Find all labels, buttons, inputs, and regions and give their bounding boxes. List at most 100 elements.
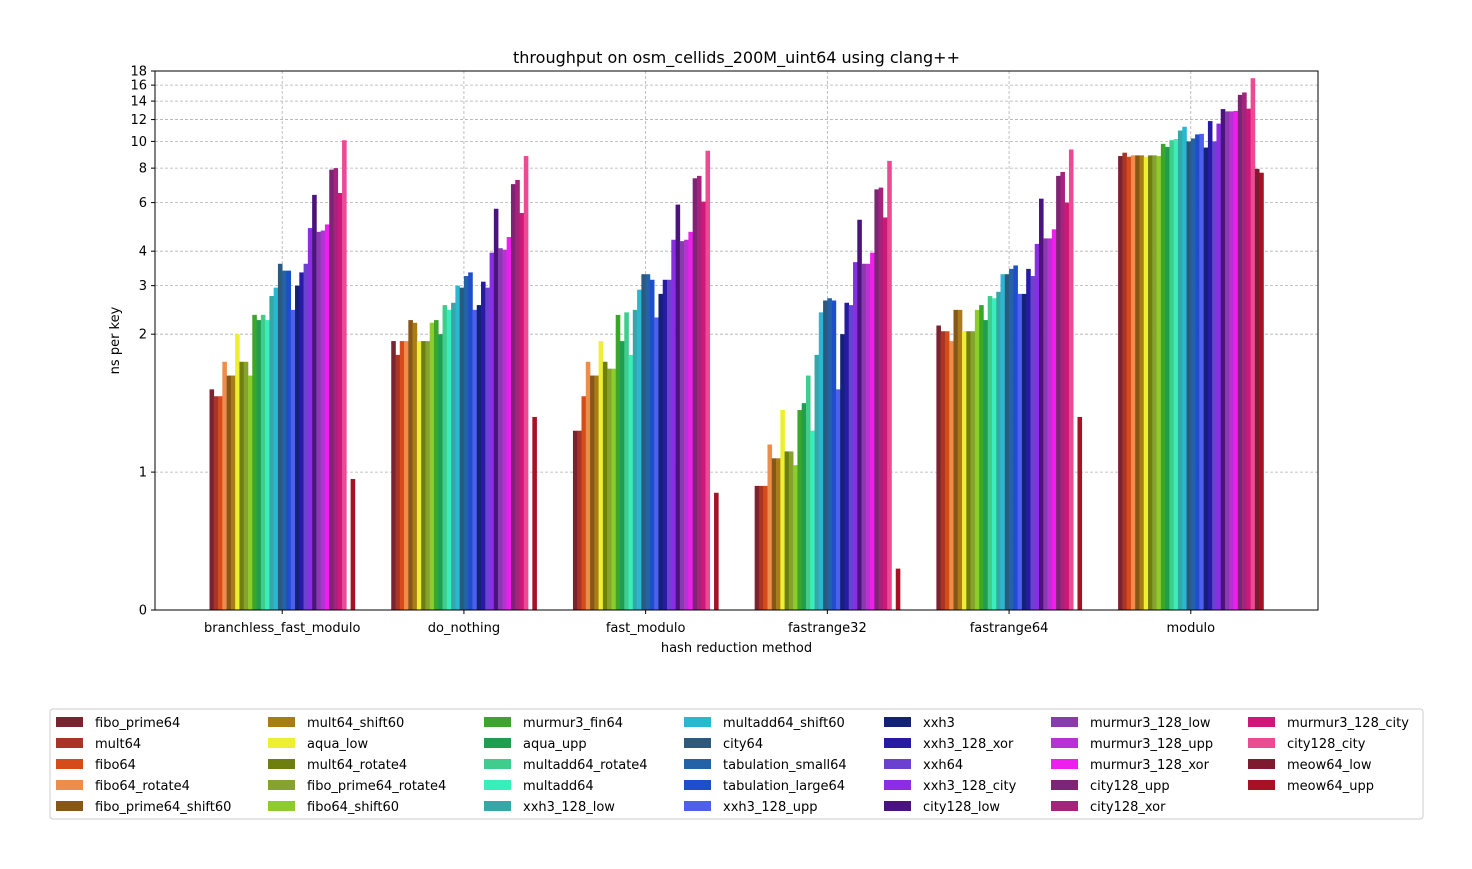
- bar: [1182, 126, 1187, 610]
- y-tick-label: 2: [139, 328, 147, 343]
- bar: [1212, 141, 1217, 611]
- y-tick-label: 0: [139, 604, 147, 619]
- bar: [585, 361, 591, 610]
- x-axis: branchless_fast_modulo do_nothing fast_mod…: [204, 610, 1215, 636]
- bar: [510, 184, 516, 610]
- bar: [416, 341, 422, 610]
- bar: [438, 334, 443, 610]
- legend-swatch: [1248, 759, 1275, 769]
- bar: [404, 341, 409, 610]
- bar: [1122, 152, 1127, 610]
- bar: [399, 341, 405, 610]
- bar: [252, 314, 257, 610]
- legend-label: multadd64: [523, 779, 594, 794]
- bar: [395, 354, 401, 610]
- legend-label: fibo_prime64_shift60: [95, 800, 231, 815]
- bar: [1242, 92, 1247, 611]
- legend-swatch: [1051, 759, 1078, 769]
- legend-swatch: [268, 759, 295, 769]
- bar: [218, 396, 223, 610]
- bar: [421, 341, 426, 610]
- bar: [810, 430, 815, 610]
- bar: [312, 194, 317, 610]
- bar: [1013, 265, 1018, 610]
- bar: [342, 140, 347, 610]
- legend-label: mult64_shift60: [307, 716, 404, 731]
- y-tick-label: 12: [130, 113, 147, 128]
- legend-label: city128_xor: [1090, 800, 1166, 815]
- bar: [1139, 155, 1145, 610]
- bar: [230, 375, 236, 610]
- bar: [282, 270, 287, 610]
- bar: [493, 208, 499, 611]
- bar: [1203, 147, 1209, 610]
- bar: [628, 354, 634, 610]
- bar: [602, 361, 608, 610]
- plot-area: [154, 70, 1319, 611]
- bar: [476, 305, 482, 610]
- bar: [788, 451, 794, 610]
- bar: [857, 219, 862, 610]
- legend-label: murmur3_fin64: [523, 716, 623, 731]
- bar: [840, 334, 845, 610]
- legend-swatch: [1051, 717, 1078, 727]
- bar: [1148, 155, 1153, 610]
- bar: [705, 150, 711, 610]
- legend-label: xxh64: [923, 758, 963, 773]
- bar: [295, 285, 300, 610]
- bar: [408, 320, 413, 610]
- bar: [489, 252, 495, 611]
- legend-swatch: [56, 780, 83, 790]
- bar: [675, 204, 681, 611]
- bar: [243, 361, 249, 610]
- bar: [425, 341, 431, 610]
- bar: [776, 458, 781, 610]
- legend-label: murmur3_128_city: [1287, 716, 1409, 731]
- legend-label: tabulation_large64: [723, 779, 845, 794]
- bar: [607, 368, 612, 610]
- bar: [1077, 416, 1083, 610]
- bar: [870, 252, 875, 611]
- bar: [619, 341, 625, 610]
- bar: [649, 279, 655, 610]
- bars: [209, 78, 1264, 611]
- bar: [1220, 109, 1226, 611]
- bar: [966, 331, 971, 610]
- bar: [446, 309, 452, 610]
- bar: [581, 396, 587, 610]
- bar: [767, 444, 773, 610]
- bar: [844, 302, 850, 610]
- legend-swatch: [684, 801, 711, 811]
- x-tick-label: fast_modulo: [606, 621, 686, 636]
- bar: [818, 312, 824, 610]
- bar: [277, 263, 283, 610]
- x-tick-label: branchless_fast_modulo: [204, 621, 360, 636]
- legend-swatch: [484, 759, 511, 769]
- bar: [226, 375, 232, 610]
- bar: [1156, 156, 1162, 610]
- bar: [1026, 268, 1031, 610]
- legend-swatch: [1051, 738, 1078, 748]
- bar: [459, 287, 465, 610]
- bar: [532, 416, 537, 610]
- bar: [878, 187, 884, 610]
- y-tick-label: 14: [130, 95, 147, 110]
- y-tick-label: 16: [130, 79, 147, 94]
- legend-swatch: [268, 717, 295, 727]
- legend-label: fibo64: [95, 758, 136, 773]
- bar: [412, 322, 418, 610]
- y-tick-label: 4: [139, 245, 147, 260]
- bar: [979, 305, 984, 610]
- y-tick-label: 6: [139, 196, 147, 211]
- bar: [615, 314, 621, 610]
- bar: [290, 309, 296, 610]
- bar: [1060, 171, 1065, 610]
- bar: [222, 361, 227, 610]
- bar: [1246, 108, 1251, 610]
- legend-label: city128_low: [923, 800, 1000, 815]
- bar: [696, 175, 702, 610]
- bar: [949, 341, 954, 610]
- bar: [1152, 155, 1157, 610]
- legend-swatch: [56, 738, 83, 748]
